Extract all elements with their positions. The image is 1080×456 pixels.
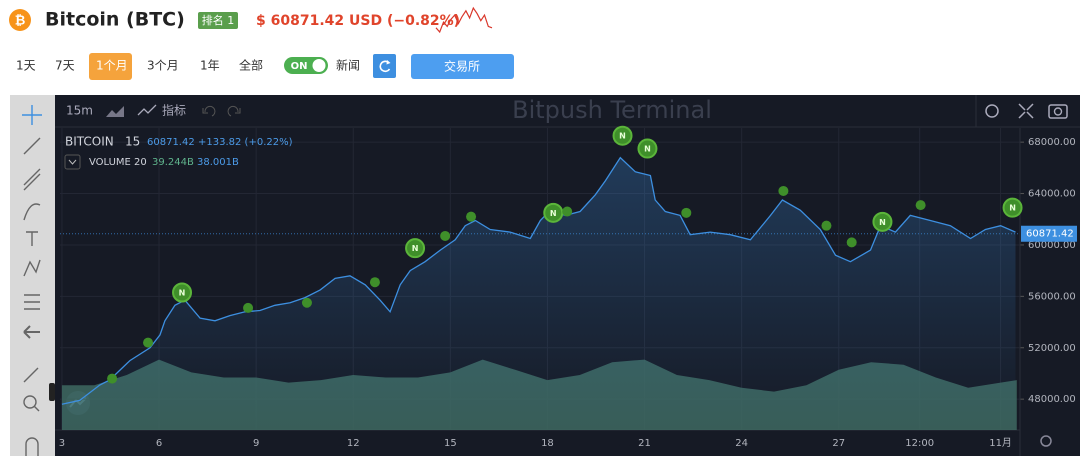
indicator-icon xyxy=(137,104,157,116)
chart-style-icon[interactable] xyxy=(106,106,124,117)
x-tick-label: 15 xyxy=(444,438,457,449)
news-marker-label: N xyxy=(179,288,186,297)
news-marker[interactable] xyxy=(143,337,154,348)
x-tick-label: 21 xyxy=(638,438,651,449)
news-marker[interactable] xyxy=(637,138,658,159)
range-button[interactable]: 全部 xyxy=(239,58,263,73)
news-marker[interactable] xyxy=(440,230,451,241)
x-tick-label: 12 xyxy=(347,438,360,449)
news-marker[interactable] xyxy=(821,220,832,231)
news-marker[interactable] xyxy=(1002,197,1023,218)
last-price-label: 60871.42 xyxy=(1026,229,1074,240)
y-tick-label: 56000.00 xyxy=(1028,291,1076,302)
x-tick-label: 9 xyxy=(253,438,259,449)
chart-toolbar xyxy=(55,95,1080,127)
news-marker[interactable] xyxy=(243,302,254,313)
legend-symbol: BITCOIN xyxy=(65,135,114,149)
news-marker-label: N xyxy=(644,145,651,154)
sparkline xyxy=(435,6,493,34)
indicators-button[interactable]: 指标 xyxy=(162,103,186,118)
news-marker[interactable] xyxy=(562,206,573,217)
price-line xyxy=(61,156,1016,405)
legend-toggle-icon xyxy=(68,159,77,165)
x-tick-label: 6 xyxy=(156,438,162,449)
settings-button[interactable] xyxy=(985,104,999,118)
volume-value: 39.244B xyxy=(152,157,194,168)
legend-change: +133.82 (+0.22%) xyxy=(198,137,293,148)
legend-interval: 15 xyxy=(125,135,140,149)
y-tick-label: 68000.00 xyxy=(1028,137,1076,148)
last-price-box xyxy=(1021,225,1077,242)
refresh-icon xyxy=(379,60,391,73)
range-button[interactable]: 1天 xyxy=(16,59,36,73)
toggle-text: ON xyxy=(291,61,308,72)
toggle-knob xyxy=(312,59,326,72)
drawing-toolbar xyxy=(10,95,55,456)
news-marker[interactable] xyxy=(405,238,426,259)
axis-settings[interactable] xyxy=(1040,435,1052,447)
y-tick-label: 52000.00 xyxy=(1028,343,1076,354)
range-button[interactable]: 1年 xyxy=(200,59,220,73)
news-marker[interactable] xyxy=(872,211,893,232)
legend-toggle[interactable] xyxy=(64,154,81,170)
x-tick-label: 3 xyxy=(59,438,65,449)
y-tick-label: 64000.00 xyxy=(1028,189,1076,200)
fullscreen-button[interactable] xyxy=(1018,103,1034,119)
refresh-arrow xyxy=(386,60,391,65)
coin-icon-glyph: ₿ xyxy=(15,14,26,29)
news-marker-label: N xyxy=(619,132,626,141)
news-marker[interactable] xyxy=(301,297,312,308)
screenshot-lens xyxy=(1053,107,1063,116)
news-marker[interactable] xyxy=(846,237,857,248)
refresh-button[interactable] xyxy=(373,54,396,78)
rank-badge xyxy=(198,12,238,29)
exchange-button[interactable] xyxy=(411,54,514,79)
news-marker[interactable] xyxy=(915,200,926,211)
exchange-text: 交易所 xyxy=(444,59,480,74)
price-text: $ 60871.42 USD (−0.82%) xyxy=(256,13,460,29)
x-tick-label: 18 xyxy=(541,438,554,449)
news-marker[interactable] xyxy=(612,125,633,146)
news-marker-label: N xyxy=(1009,204,1016,213)
x-tick-label: 11月 xyxy=(989,437,1012,449)
x-tick-label: 12:00 xyxy=(905,438,934,449)
range-button[interactable]: 1个月 xyxy=(96,59,128,73)
undo-redo[interactable] xyxy=(202,105,241,117)
drawing-tools xyxy=(22,105,42,456)
coin-title: Bitcoin (BTC) xyxy=(45,9,185,31)
news-marker[interactable] xyxy=(543,202,564,223)
volume-label: VOLUME 20 xyxy=(89,157,147,168)
news-marker[interactable] xyxy=(681,207,692,218)
watermark: Bitpush Terminal xyxy=(512,96,712,124)
range-button[interactable]: 3个月 xyxy=(147,59,179,73)
news-marker[interactable] xyxy=(369,277,380,288)
news-marker[interactable] xyxy=(466,211,477,222)
collapse-handle[interactable] xyxy=(49,383,55,401)
news-marker[interactable] xyxy=(778,185,789,196)
interval-button[interactable]: 15m xyxy=(66,104,93,118)
range-button[interactable]: 7天 xyxy=(55,59,75,73)
news-marker-label: N xyxy=(879,218,886,227)
news-marker-label: N xyxy=(412,244,419,253)
x-tick-label: 27 xyxy=(832,438,845,449)
y-tick-label: 48000.00 xyxy=(1028,394,1076,405)
price-area xyxy=(61,157,1016,430)
news-text: 新闻 xyxy=(336,58,360,73)
coin-icon xyxy=(9,9,31,31)
news-marker[interactable] xyxy=(172,282,193,303)
x-tick-label: 24 xyxy=(735,438,748,449)
legend-price: 60871.42 xyxy=(147,137,195,148)
news-marker[interactable] xyxy=(107,373,118,384)
news-marker-label: N xyxy=(550,209,557,218)
screenshot-button[interactable] xyxy=(1048,104,1068,119)
y-tick-label: 60000.00 xyxy=(1028,240,1076,251)
volume-value: 38.001B xyxy=(197,157,239,168)
range-button-active[interactable] xyxy=(89,53,132,80)
rank-text: 排名 1 xyxy=(202,13,235,27)
